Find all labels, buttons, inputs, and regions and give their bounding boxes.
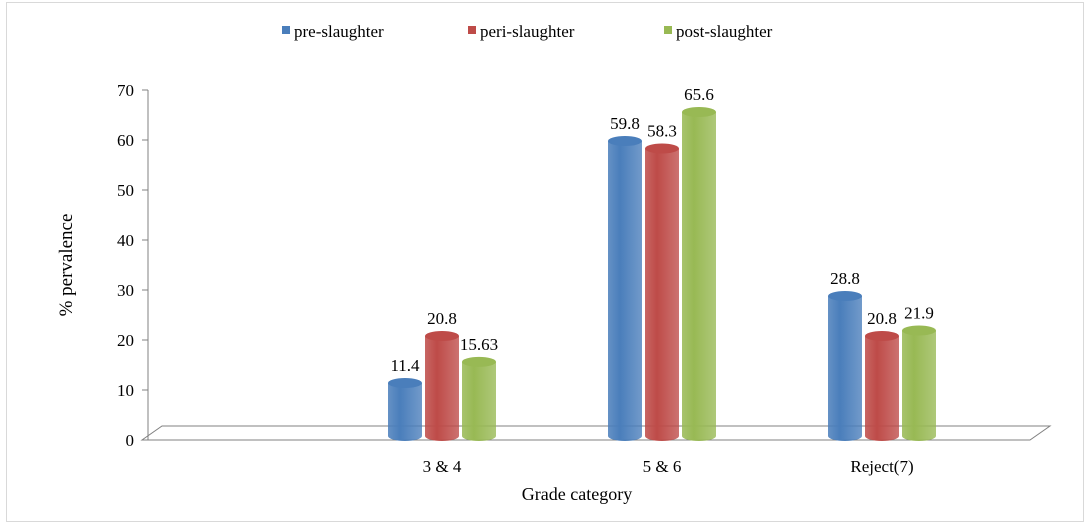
legend-label-pre-slaughter: pre-slaughter [294,22,384,41]
y-tick-label: 10 [117,381,134,400]
bar-pre-slaughter-reject-7 [828,291,862,441]
x-tick-label: Reject(7) [850,457,913,476]
y-tick-label: 60 [117,131,134,150]
data-label-post-slaughter-3-4: 15.63 [460,335,498,354]
data-label-post-slaughter-reject-7: 21.9 [904,304,934,323]
bar-post-slaughter-3-4 [462,357,496,441]
data-label-pre-slaughter-reject-7: 28.8 [830,269,860,288]
legend-swatch-pre-slaughter [282,26,290,34]
y-axis-title: % pervalence [56,214,77,317]
y-tick-label: 40 [117,231,134,250]
data-label-pre-slaughter-5-6: 59.8 [610,114,640,133]
data-label-peri-slaughter-3-4: 20.8 [427,309,457,328]
x-tick-label: 5 & 6 [643,457,682,476]
legend-label-peri-slaughter: peri-slaughter [480,22,575,41]
bar-peri-slaughter-reject-7 [865,331,899,441]
legend: pre-slaughter peri-slaughter post-slaughte… [282,22,773,41]
y-tick-label: 20 [117,331,134,350]
bar-post-slaughter-reject-7 [902,326,936,442]
y-tick-label: 70 [117,81,134,100]
y-tick-label: 0 [126,431,135,450]
y-tick-label: 30 [117,281,134,300]
data-label-peri-slaughter-reject-7: 20.8 [867,309,897,328]
data-label-post-slaughter-5-6: 65.6 [684,85,714,104]
legend-swatch-peri-slaughter [468,26,476,34]
legend-swatch-post-slaughter [664,26,672,34]
bar-peri-slaughter-3-4 [425,331,459,441]
bar-peri-slaughter-5-6 [645,144,679,442]
legend-label-post-slaughter: post-slaughter [676,22,773,41]
bar-pre-slaughter-3-4 [388,378,422,441]
x-tick-label: 3 & 4 [423,457,462,476]
data-label-peri-slaughter-5-6: 58.3 [647,122,677,141]
x-axis-title: Grade category [522,484,632,504]
bar-post-slaughter-5-6 [682,107,716,441]
y-tick-label: 50 [117,181,134,200]
data-label-pre-slaughter-3-4: 11.4 [390,356,420,375]
bar-pre-slaughter-5-6 [608,136,642,441]
